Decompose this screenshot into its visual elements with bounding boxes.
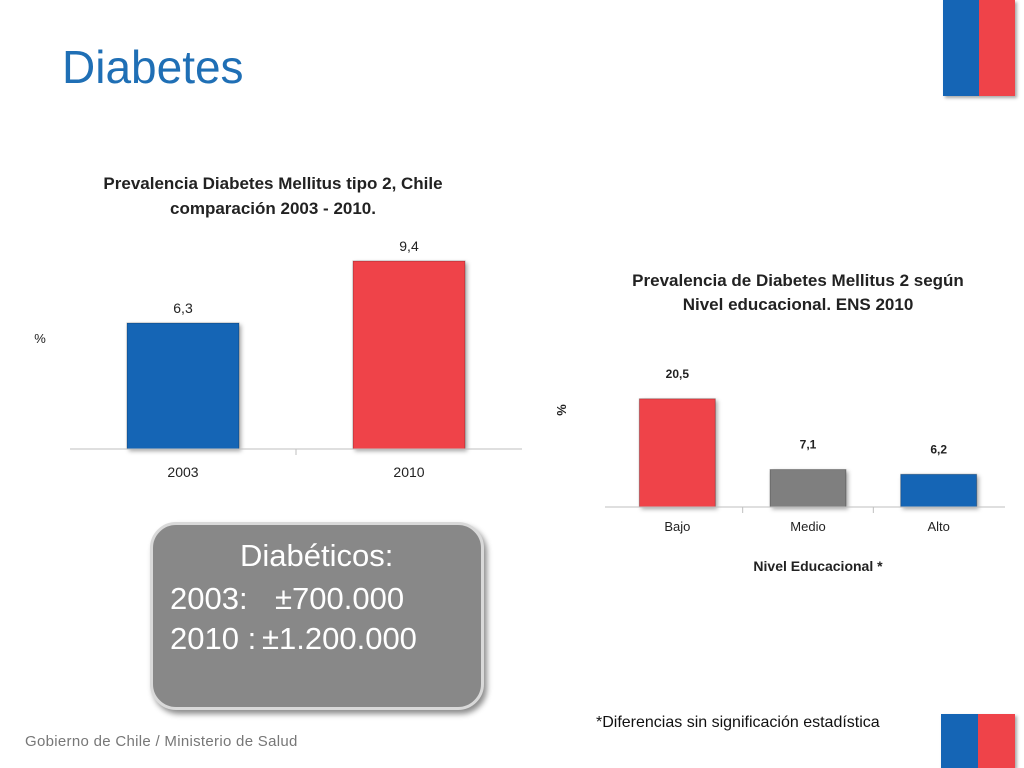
flag-red-stripe bbox=[979, 0, 1015, 96]
chile-flag-logo-bottom bbox=[941, 714, 1015, 768]
flag-red-stripe bbox=[978, 714, 1015, 768]
diabetics-count-callout: Diabéticos: 2003: ±700.000 2010 : ±1.200… bbox=[150, 522, 484, 710]
chart2-y-axis-label: % bbox=[554, 404, 569, 416]
chart2-category-label: Bajo bbox=[664, 519, 690, 534]
flag-blue-stripe bbox=[941, 714, 978, 768]
chart1-title-line1: Prevalencia Diabetes Mellitus tipo 2, Ch… bbox=[103, 174, 442, 193]
chart2-bar-bajo bbox=[638, 398, 716, 508]
chart1-value-label: 9,4 bbox=[399, 238, 419, 254]
slide-title: Diabetes bbox=[62, 41, 244, 93]
callout-2010-value: ±1.200.000 bbox=[262, 621, 417, 656]
callout-2010-label: 2010 : bbox=[170, 621, 257, 656]
chart1-category-label: 2003 bbox=[167, 464, 198, 480]
chart1-value-label: 6,3 bbox=[173, 300, 193, 316]
chart2-bar-medio bbox=[769, 469, 847, 508]
callout-heading: Diabéticos: bbox=[240, 538, 394, 573]
chart2-value-label: 20,5 bbox=[666, 367, 690, 381]
footer-text: Gobierno de Chile / Ministerio de Salud bbox=[25, 733, 298, 750]
chart2-x-axis-title: Nivel Educacional * bbox=[753, 558, 883, 574]
flag-blue-stripe bbox=[943, 0, 979, 96]
callout-2003-value: ±700.000 bbox=[275, 581, 405, 616]
chile-flag-logo-top bbox=[943, 0, 1015, 96]
chart2-category-label: Medio bbox=[790, 519, 825, 534]
chart1-category-label: 2010 bbox=[393, 464, 424, 480]
chart1-y-axis-label: % bbox=[34, 331, 46, 346]
chart1-bar-2010 bbox=[352, 260, 466, 450]
chart2-value-label: 7,1 bbox=[800, 438, 817, 452]
chart2-title-line2: Nivel educacional. ENS 2010 bbox=[683, 295, 914, 314]
footnote: *Diferencias sin significación estadísti… bbox=[596, 714, 880, 731]
callout-2003-label: 2003: bbox=[170, 581, 248, 616]
chart2-bar-alto bbox=[900, 473, 978, 508]
chart2-title-line1: Prevalencia de Diabetes Mellitus 2 según bbox=[632, 271, 964, 290]
chart2-category-label: Alto bbox=[927, 519, 949, 534]
chart1-bar-2003 bbox=[126, 322, 240, 450]
chart1-title-line2: comparación 2003 - 2010. bbox=[170, 199, 376, 218]
chart2-value-label: 6,2 bbox=[930, 442, 947, 456]
